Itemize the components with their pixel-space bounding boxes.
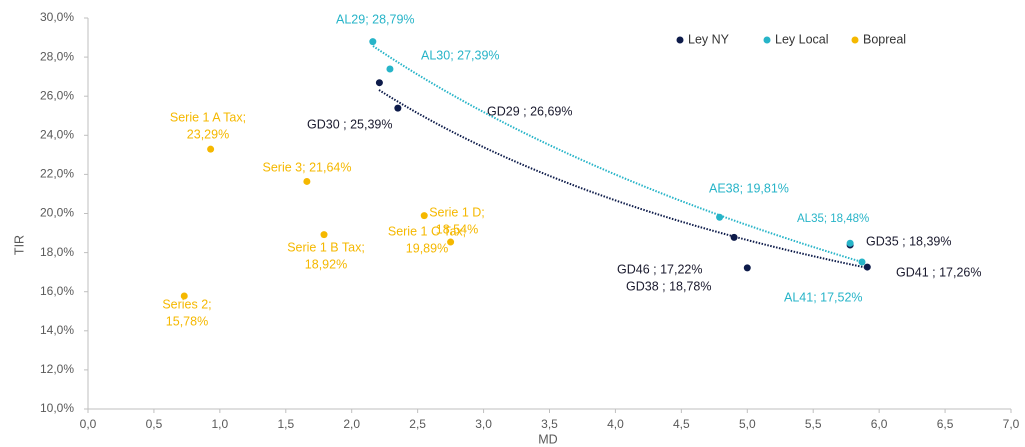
data-label: 19,89% [406, 241, 448, 255]
data-label: AL41; 17,52% [784, 290, 863, 304]
data-label: Serie 1 C Tax; [388, 224, 466, 238]
point [303, 177, 311, 185]
legend-marker [676, 36, 684, 44]
data-label: Serie 1 A Tax; [170, 110, 246, 124]
legend-label: Ley NY [688, 32, 730, 46]
x-tick-label: 4,5 [673, 417, 690, 431]
x-tick-label: 7,0 [1003, 417, 1020, 431]
point [320, 231, 328, 239]
x-tick-label: 5,5 [805, 417, 822, 431]
legend-label: Bopreal [863, 32, 906, 46]
y-tick-label: 22,0% [40, 167, 74, 181]
point [730, 233, 738, 241]
y-tick-label: 24,0% [40, 127, 74, 141]
legend-marker [763, 36, 771, 44]
data-label: GD41 ; 17,26% [896, 265, 981, 279]
x-tick-label: 4,0 [607, 417, 624, 431]
x-tick-label: 2,5 [409, 417, 426, 431]
data-label: GD46 ; 17,22% [617, 262, 702, 276]
y-tick-label: 20,0% [40, 206, 74, 220]
x-tick-label: 1,0 [212, 417, 229, 431]
y-tick-label: 14,0% [40, 323, 74, 337]
legend-marker [851, 36, 859, 44]
trendline-ley-ny [378, 89, 869, 269]
data-label: GD30 ; 25,39% [307, 117, 392, 131]
data-label: 23,29% [187, 127, 229, 141]
point [743, 264, 751, 272]
data-label: Serie 1 D; [429, 205, 485, 219]
y-tick-label: 28,0% [40, 49, 74, 63]
data-label: AE38; 19,81% [709, 181, 789, 195]
y-tick-label: 18,0% [40, 245, 74, 259]
y-tick-label: 16,0% [40, 284, 74, 298]
trendline-ley-local [372, 45, 863, 263]
x-tick-label: 0,0 [80, 417, 97, 431]
x-tick-label: 6,0 [871, 417, 888, 431]
y-tick-label: 10,0% [40, 401, 74, 415]
legend-label: Ley Local [775, 32, 829, 46]
point [420, 212, 428, 220]
point [858, 258, 866, 266]
x-tick-label: 6,5 [937, 417, 954, 431]
data-label: GD35 ; 18,39% [866, 234, 951, 248]
x-tick-label: 2,0 [343, 417, 360, 431]
y-tick-label: 12,0% [40, 362, 74, 376]
point [447, 238, 455, 246]
point [846, 239, 854, 247]
point [180, 292, 188, 300]
data-label: AL35; 18,48% [797, 213, 869, 225]
data-label: GD38 ; 18,78% [626, 279, 711, 293]
data-label: 18,92% [305, 257, 347, 271]
y-tick-label: 26,0% [40, 88, 74, 102]
data-label: 18,54% [436, 222, 478, 236]
data-label: AL29; 28,79% [336, 12, 415, 26]
point [375, 79, 383, 87]
data-label: Serie 1 B Tax; [287, 240, 365, 254]
point [863, 263, 871, 271]
x-tick-label: 0,5 [146, 417, 163, 431]
data-label: Series 2; [162, 297, 211, 311]
point [394, 104, 402, 112]
x-tick-label: 1,5 [277, 417, 294, 431]
x-tick-label: 3,5 [541, 417, 558, 431]
data-label: AL30; 27,39% [421, 48, 500, 62]
y-axis-title: TIR [12, 235, 26, 255]
y-tick-label: 30,0% [40, 10, 74, 24]
data-label: Serie 3; 21,64% [263, 160, 352, 174]
data-label: 15,78% [166, 314, 208, 328]
data-label: GD29 ; 26,69% [487, 104, 572, 118]
x-tick-label: 5,0 [739, 417, 756, 431]
x-tick-label: 3,0 [475, 417, 492, 431]
point [386, 65, 394, 73]
point [207, 145, 215, 153]
x-axis-title: MD [538, 432, 557, 446]
point [369, 38, 377, 46]
point [716, 213, 724, 221]
